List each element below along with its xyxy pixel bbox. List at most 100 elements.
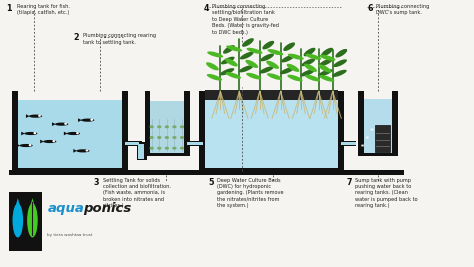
Circle shape [86, 150, 88, 151]
Bar [150, 101, 184, 153]
Ellipse shape [267, 73, 283, 80]
Ellipse shape [55, 123, 68, 126]
Ellipse shape [207, 74, 222, 81]
Text: 6: 6 [367, 4, 373, 13]
Ellipse shape [76, 149, 90, 152]
Ellipse shape [220, 68, 234, 75]
Text: Plumbing connecting
DWC's sump tank.: Plumbing connecting DWC's sump tank. [376, 4, 429, 15]
Text: 4: 4 [204, 4, 210, 13]
Circle shape [53, 141, 55, 142]
Polygon shape [73, 149, 77, 153]
Circle shape [150, 147, 153, 149]
Ellipse shape [263, 41, 274, 49]
Ellipse shape [27, 203, 38, 237]
Circle shape [34, 133, 36, 134]
Bar [338, 91, 344, 171]
Text: Rearing tank for fish.
(tilapia, catfish, etc.): Rearing tank for fish. (tilapia, catfish… [17, 4, 70, 15]
Bar [138, 144, 144, 159]
Circle shape [362, 145, 364, 146]
Bar [199, 168, 344, 171]
Polygon shape [21, 132, 25, 135]
Bar [358, 153, 398, 156]
Circle shape [91, 119, 92, 120]
Ellipse shape [319, 55, 336, 61]
Ellipse shape [319, 58, 333, 66]
Text: ponics: ponics [83, 202, 132, 215]
Ellipse shape [305, 54, 321, 60]
Text: 7: 7 [346, 178, 352, 187]
Polygon shape [15, 198, 21, 210]
Ellipse shape [266, 61, 279, 69]
Circle shape [158, 147, 161, 149]
Bar [12, 168, 128, 171]
Circle shape [158, 137, 161, 138]
Ellipse shape [319, 75, 335, 82]
Bar [12, 91, 18, 171]
Ellipse shape [67, 132, 80, 135]
Circle shape [150, 126, 153, 128]
Bar [122, 91, 128, 171]
Bar [187, 142, 203, 145]
Bar [338, 141, 356, 146]
Polygon shape [64, 132, 67, 135]
Circle shape [173, 126, 176, 128]
Circle shape [181, 147, 183, 149]
Ellipse shape [239, 65, 253, 72]
Ellipse shape [332, 70, 346, 77]
Ellipse shape [304, 48, 316, 56]
Circle shape [371, 129, 373, 130]
Ellipse shape [43, 140, 56, 143]
Ellipse shape [240, 52, 254, 60]
Bar [122, 141, 142, 146]
Text: Deep Water Culture Beds
(DWC) for hydroponic
gardening. (Plants remove
the nitra: Deep Water Culture Beds (DWC) for hydrop… [217, 178, 284, 208]
Bar [205, 90, 338, 100]
Ellipse shape [287, 64, 300, 72]
Bar [9, 192, 42, 251]
Circle shape [173, 147, 176, 149]
Bar [205, 100, 338, 168]
Bar [145, 91, 150, 156]
Ellipse shape [319, 64, 331, 73]
Ellipse shape [246, 73, 262, 80]
Ellipse shape [304, 64, 317, 72]
Ellipse shape [288, 54, 304, 60]
Ellipse shape [287, 75, 303, 81]
Text: Sump tank with pump
pushing water back to
rearing tanks. (Clean
water is pumped : Sump tank with pump pushing water back t… [355, 178, 417, 208]
Circle shape [181, 137, 183, 138]
Text: 1: 1 [6, 4, 11, 13]
Bar [9, 170, 404, 175]
Bar [199, 91, 205, 171]
Polygon shape [29, 198, 36, 210]
Ellipse shape [246, 48, 263, 54]
Ellipse shape [223, 45, 235, 54]
Ellipse shape [225, 58, 238, 66]
Bar [125, 142, 139, 145]
Ellipse shape [246, 60, 258, 68]
Ellipse shape [267, 49, 283, 55]
Circle shape [385, 129, 387, 130]
Circle shape [366, 137, 368, 138]
Ellipse shape [226, 72, 241, 79]
Circle shape [150, 137, 153, 138]
Text: Settling Tank for solids
collection and biofiltration.
(Fish waste, ammonia, is
: Settling Tank for solids collection and … [103, 178, 171, 208]
Text: Plumbing connecting rearing
tank to settling tank.: Plumbing connecting rearing tank to sett… [83, 33, 156, 45]
Ellipse shape [281, 55, 295, 62]
Ellipse shape [206, 62, 219, 70]
Ellipse shape [12, 203, 23, 237]
Bar [137, 142, 147, 160]
Bar [341, 142, 356, 145]
Text: by tiera washtaa trust: by tiera washtaa trust [47, 233, 93, 237]
Ellipse shape [283, 42, 295, 51]
Bar [18, 100, 122, 168]
Circle shape [181, 126, 183, 128]
Text: 5: 5 [209, 178, 214, 187]
Bar [184, 91, 190, 156]
Bar [145, 153, 190, 156]
Text: Plumbing connecting
settling/biofiltration tank
to Deep Water Culture
Beds. (Wat: Plumbing connecting settling/biofiltrati… [212, 4, 279, 35]
Circle shape [173, 137, 176, 138]
Ellipse shape [24, 132, 37, 135]
Ellipse shape [226, 45, 242, 52]
Circle shape [165, 137, 168, 138]
Ellipse shape [280, 67, 294, 74]
Ellipse shape [221, 57, 235, 64]
